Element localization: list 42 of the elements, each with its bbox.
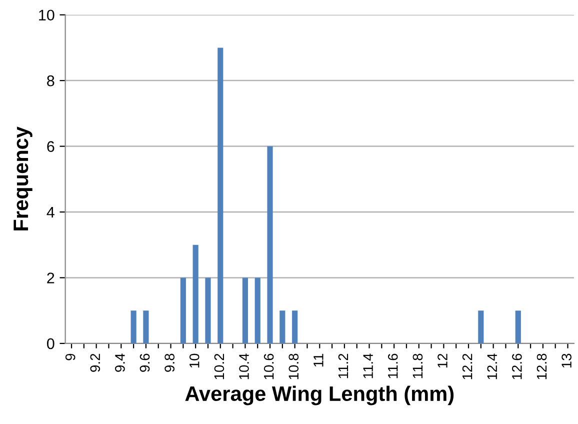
x-tick-label: 12 [438, 354, 448, 368]
y-tick-label: 6 [47, 141, 54, 152]
bar [180, 278, 186, 344]
x-tick-label: 11.8 [412, 354, 423, 378]
y-tick-label: 8 [47, 75, 54, 86]
x-tick-label: 11.4 [363, 354, 373, 378]
bar [143, 310, 149, 344]
x-tick-label: 12.2 [462, 354, 472, 380]
bar [218, 48, 224, 344]
bar [478, 310, 484, 344]
bar [267, 146, 273, 344]
x-axis-title: Average Wing Length (mm) [185, 386, 454, 406]
bar [242, 278, 248, 344]
y-tick-label: 0 [47, 338, 54, 350]
x-tick-label: 9.4 [115, 354, 125, 372]
bar [292, 310, 298, 344]
x-tick-label: 9 [65, 354, 76, 360]
x-tick-label: 11.6 [388, 354, 398, 378]
bar [205, 278, 211, 344]
x-tick-label: 10.6 [264, 354, 274, 380]
bar [130, 310, 136, 344]
bar [515, 310, 521, 344]
bar [254, 278, 260, 344]
x-tick-label: 10.8 [288, 354, 299, 380]
x-tick-label: 10.4 [239, 354, 249, 380]
x-tick-label: 12.6 [512, 354, 522, 380]
y-tick-label: 10 [39, 10, 54, 21]
y-tick-label: 4 [46, 207, 54, 218]
bar [280, 310, 286, 344]
x-tick-label: 10 [189, 354, 200, 368]
x-tick-label: 11.2 [338, 354, 348, 378]
x-tick-label: 9.8 [164, 354, 174, 372]
x-tick-label: 13 [562, 354, 572, 368]
x-tick-label: 11 [314, 354, 324, 367]
x-tick-label: 12.8 [536, 354, 547, 380]
x-tick-label: 9.2 [90, 354, 100, 372]
x-tick-label: 12.4 [487, 354, 497, 380]
y-axis-title: Frequency [14, 126, 32, 230]
x-tick-label: 9.6 [140, 354, 150, 372]
x-tick-label: 10.2 [214, 354, 224, 380]
y-tick-label: 2 [47, 272, 54, 284]
bar [192, 244, 198, 344]
